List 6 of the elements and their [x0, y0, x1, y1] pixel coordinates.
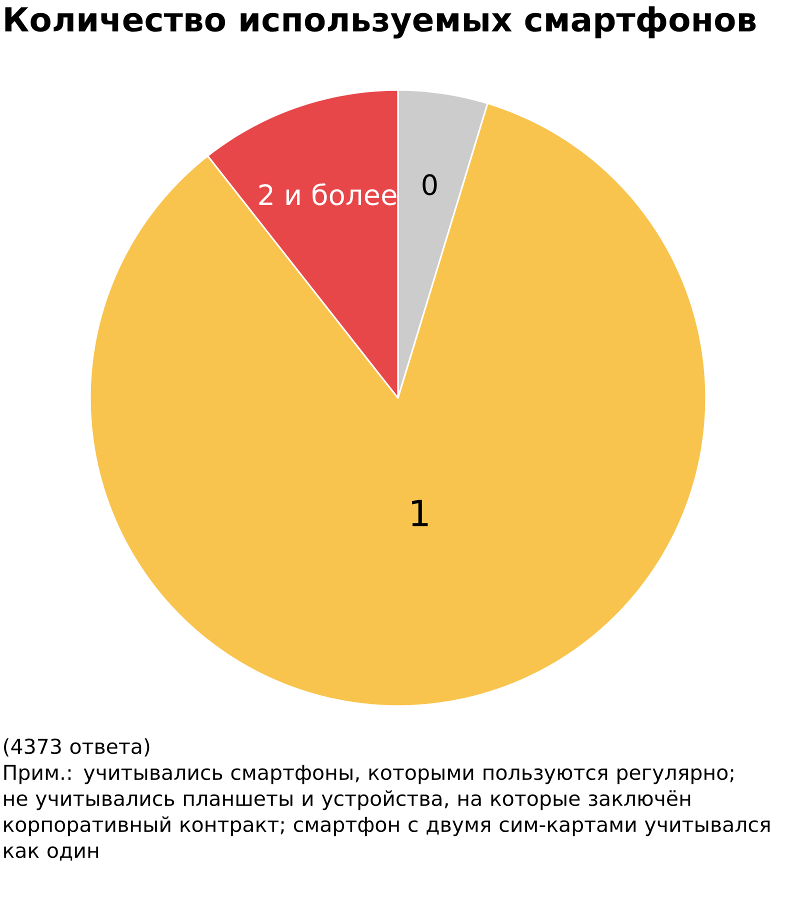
text: Прим.: учитывались смартфоны, которыми пользуются регулярно; не учитывались планшеты и устройства, на которые заключён корпоративный контракт; смартфон с двумя сим-картами учитывался как один: [4, 764, 770, 861]
slice-label: 2 и более: [259, 183, 396, 206]
slice-label: 0: [422, 174, 437, 196]
slice-label: 1: [412, 500, 428, 526]
chart-title: Количество используемых смартфонов: [5, 6, 756, 38]
text: (4373 ответа): [4, 738, 150, 757]
